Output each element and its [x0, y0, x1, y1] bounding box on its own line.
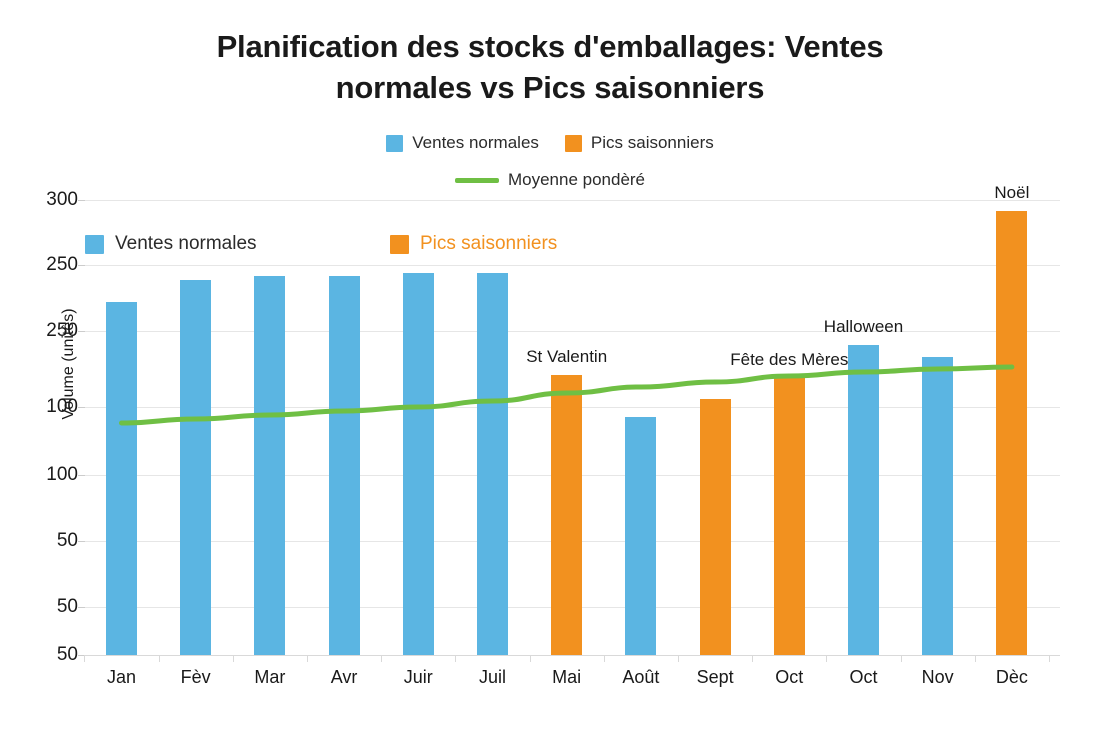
bar-annotation-1: Fête des Mères — [730, 350, 849, 369]
inplot-legend-swatch-icon-1 — [390, 234, 409, 254]
bar-peak-9[interactable] — [773, 378, 805, 655]
x-tick-label-9: Oct — [775, 667, 804, 687]
inplot-legend-item-0[interactable]: Ventes normales — [85, 233, 257, 255]
y-tick-mark — [78, 265, 85, 266]
gridline — [85, 200, 1060, 201]
x-tick-label-3: Avr — [330, 667, 358, 687]
legend-item-ventes-normales[interactable]: Ventes normales — [386, 133, 539, 153]
bar-annotation-2: Halloween — [823, 317, 904, 336]
y-tick-mark — [78, 200, 85, 201]
x-tick-mark — [1049, 655, 1050, 662]
bar-normal-5[interactable] — [477, 273, 508, 655]
x-tick-mark — [233, 655, 234, 662]
inplot-legend: Ventes normales Pics saisonniers — [85, 233, 605, 259]
y-tick-label: 50 — [56, 596, 78, 617]
x-tick-mark — [604, 655, 605, 662]
y-tick-label: 250 — [46, 320, 78, 341]
y-tick-mark — [78, 475, 85, 476]
legend-label-moyenne-ponderee: Moyenne pondèré — [507, 170, 646, 189]
legend-label-pics-saisonniers: Pics saisonniers — [590, 133, 714, 152]
legend-item-moyenne-ponderee[interactable]: Moyenne pondèré — [454, 170, 646, 190]
x-tick-label-1: Fèv — [180, 667, 211, 687]
gridline — [85, 331, 1060, 332]
inplot-legend-swatch-icon-0 — [85, 234, 104, 254]
bar-peak-12[interactable] — [996, 211, 1028, 655]
x-tick-label-2: Mar — [254, 667, 286, 687]
y-tick-label: 100 — [46, 396, 78, 417]
bar-normal-0[interactable] — [106, 302, 137, 655]
legend-swatch-blue-icon — [386, 134, 404, 152]
x-tick-mark — [307, 655, 308, 662]
y-tick-label: 300 — [46, 189, 78, 210]
x-tick-label-10: Oct — [849, 667, 878, 687]
legend-item-pics-saisonniers[interactable]: Pics saisonniers — [564, 133, 714, 153]
x-tick-mark — [826, 655, 827, 662]
y-tick-mark — [78, 407, 85, 408]
y-tick-mark — [78, 655, 85, 656]
legend-swatch-orange-icon — [564, 134, 582, 152]
x-tick-label-5: Juil — [478, 667, 506, 687]
bar-normal-3[interactable] — [328, 276, 360, 655]
inplot-legend-label-1: Pics saisonniers — [420, 233, 558, 254]
x-axis-baseline — [85, 655, 1060, 656]
bar-peak-6[interactable] — [551, 375, 583, 655]
x-tick-label-11: Nov — [921, 667, 954, 687]
bar-normal-7[interactable] — [625, 417, 657, 655]
bar-annotation-0: St Valentin — [526, 347, 608, 366]
x-tick-mark — [530, 655, 531, 662]
x-tick-mark — [455, 655, 456, 662]
x-tick-mark — [975, 655, 976, 662]
inplot-legend-label-0: Ventes normales — [115, 233, 257, 254]
x-tick-label-8: Sept — [696, 667, 734, 687]
chart-title-line-2: normales vs Pics saisonniers — [335, 70, 765, 105]
x-tick-label-12: Dèc — [995, 667, 1028, 687]
y-axis: 300 250 250 100 100 50 50 50 — [0, 0, 85, 733]
y-tick-label: 250 — [46, 254, 78, 275]
gridline — [85, 265, 1060, 266]
y-tick-mark — [78, 607, 85, 608]
bar-annotation-3: Noël — [994, 183, 1030, 202]
x-tick-mark — [752, 655, 753, 662]
y-tick-mark — [78, 541, 85, 542]
x-tick-mark — [901, 655, 902, 662]
bar-normal-2[interactable] — [254, 276, 286, 655]
bar-normal-1[interactable] — [180, 280, 212, 655]
y-tick-label: 50 — [56, 644, 78, 665]
x-tick-label-4: Juir — [403, 667, 433, 687]
x-tick-mark — [678, 655, 679, 662]
x-tick-label-6: Mai — [552, 667, 582, 687]
bar-normal-10[interactable] — [848, 345, 879, 655]
bar-peak-8[interactable] — [699, 399, 731, 655]
y-tick-label: 100 — [46, 464, 78, 485]
x-tick-mark — [381, 655, 382, 662]
chart-title: Planification des stocks d'emballages: V… — [0, 26, 1100, 108]
legend-row-primary: Ventes normales Pics saisonniers — [0, 130, 1100, 156]
y-tick-mark — [78, 331, 85, 332]
x-tick-mark — [84, 655, 85, 662]
x-tick-label-7: Août — [622, 667, 660, 687]
x-tick-mark — [159, 655, 160, 662]
x-tick-label-0: Jan — [106, 667, 137, 687]
chart-title-line-1: Planification des stocks d'emballages: V… — [216, 29, 884, 64]
y-tick-label: 50 — [56, 530, 78, 551]
legend-row-secondary: Moyenne pondèré — [0, 167, 1100, 193]
bar-normal-11[interactable] — [922, 357, 954, 655]
inplot-legend-item-1[interactable]: Pics saisonniers — [390, 233, 557, 255]
legend-label-ventes-normales: Ventes normales — [412, 133, 539, 152]
bar-normal-4[interactable] — [402, 273, 434, 655]
chart-legend: Ventes normales Pics saisonniers Moyenne… — [0, 130, 1100, 193]
legend-line-green-icon — [454, 177, 499, 183]
